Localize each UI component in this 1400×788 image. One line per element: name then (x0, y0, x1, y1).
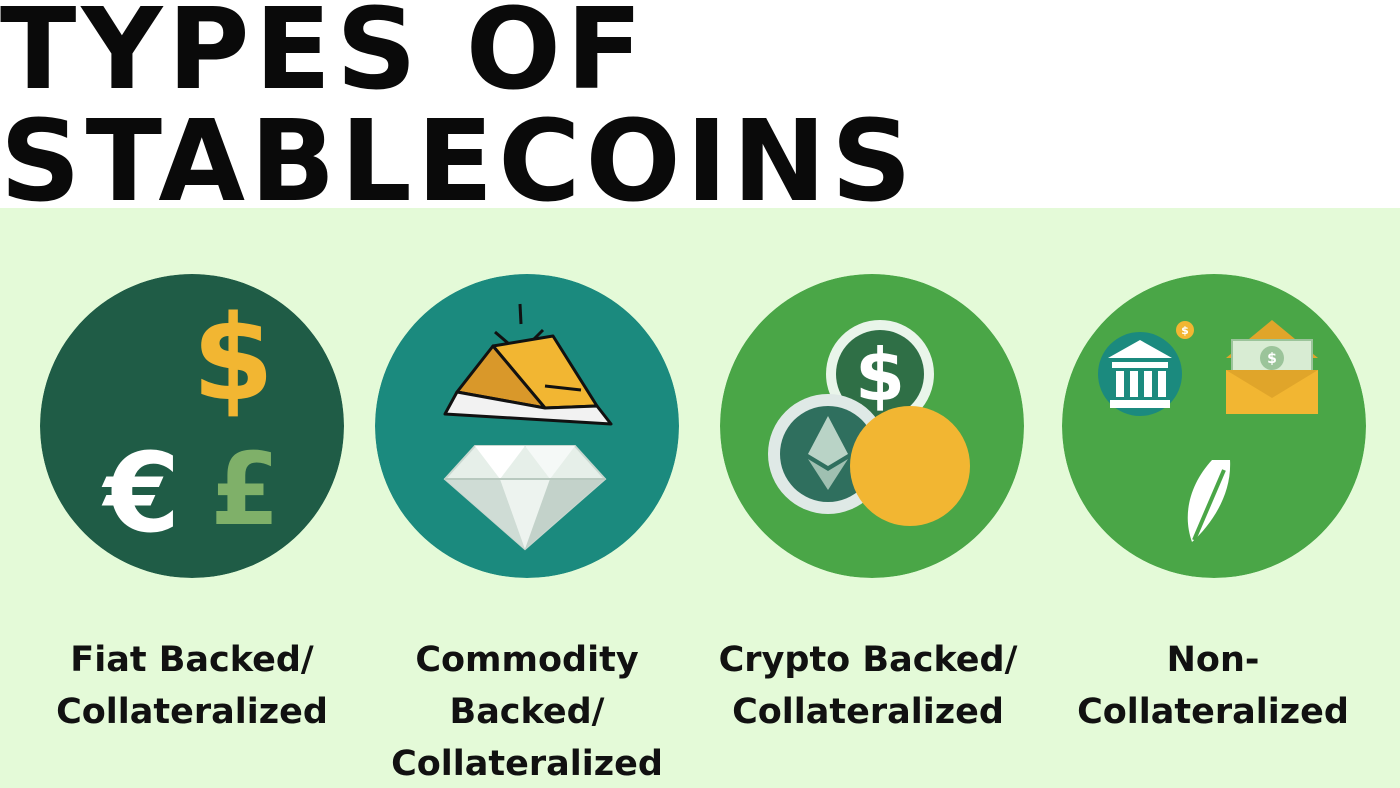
non-collateralized-circle: $ $ (1062, 274, 1366, 578)
svg-text:€: € (101, 429, 181, 557)
euro-icon: € (101, 429, 181, 557)
gold-bar-icon (443, 303, 613, 426)
leaf-icon (1187, 460, 1231, 542)
header: TYPES OF STABLECOINS (0, 0, 1400, 218)
svg-text:£: £ (210, 431, 280, 548)
bank-icon: $ (1098, 321, 1194, 416)
svg-text:$: $ (1181, 324, 1189, 337)
pound-icon: £ (210, 431, 280, 548)
gold-coin-icon (850, 406, 970, 526)
fiat-circle: $ € £ (40, 274, 344, 578)
label-commodity: Commodity Backed/ Collateralized (391, 640, 663, 784)
cash-envelope-icon: $ (1226, 320, 1318, 414)
svg-text:$: $ (192, 289, 274, 427)
label-crypto: Crypto Backed/ Collateralized (718, 640, 1018, 732)
label-non-collateralized: Non- Collateralized (1077, 640, 1349, 732)
svg-text:$: $ (1267, 351, 1277, 367)
label-fiat: Fiat Backed/ Collateralized (56, 640, 328, 732)
page-title: TYPES OF STABLECOINS (0, 0, 917, 227)
commodity-circle (375, 274, 679, 578)
dollar-icon: $ (192, 289, 274, 427)
svg-text:$: $ (855, 333, 905, 417)
crypto-circle: $ (720, 274, 1024, 578)
diamond-icon (443, 445, 607, 551)
